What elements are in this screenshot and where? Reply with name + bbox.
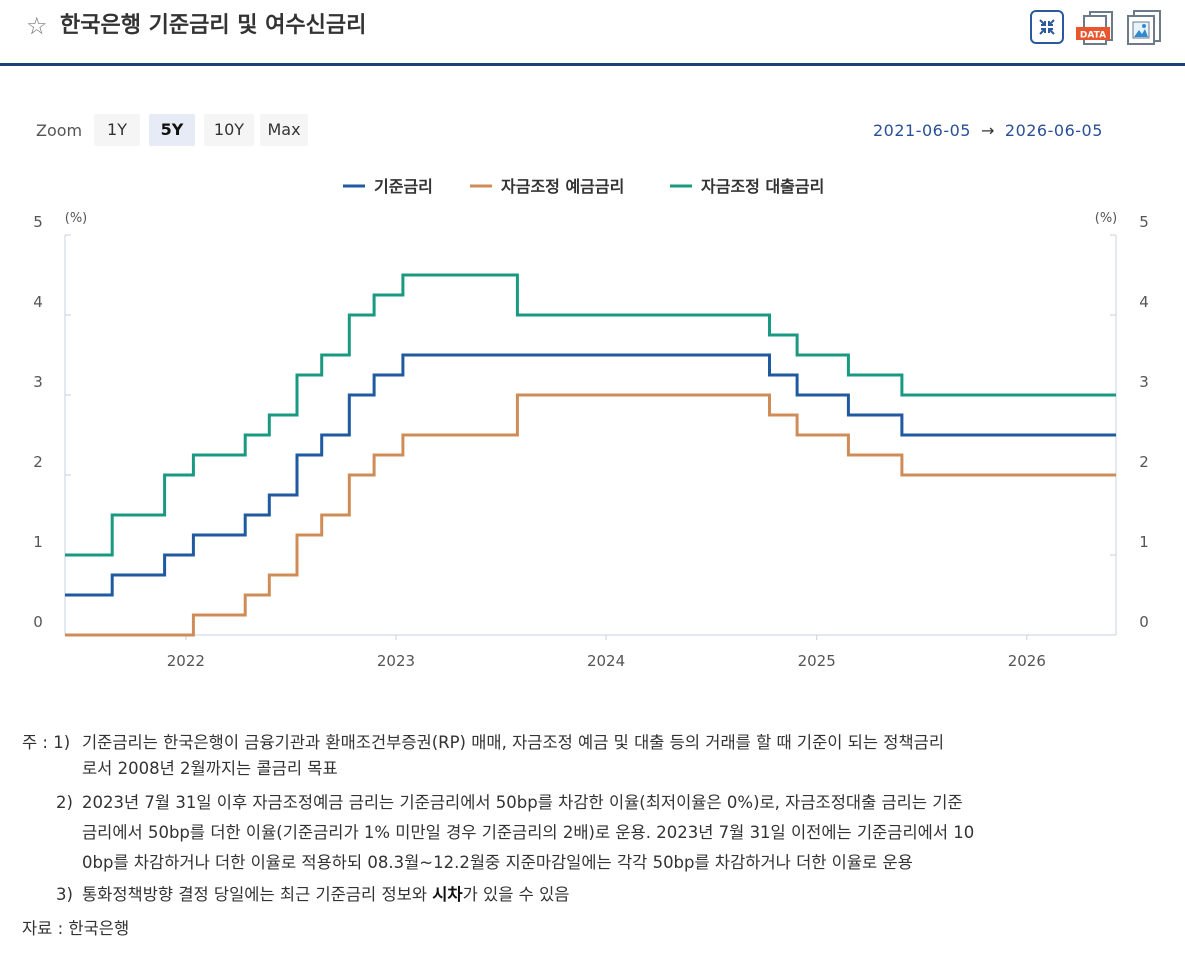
star-outline-icon[interactable]: ☆ xyxy=(26,12,48,40)
source-note: 자료 : 한국은행 xyxy=(22,919,130,938)
y-tick-label-left: 3 xyxy=(33,373,43,391)
y-tick-label-left: 5 xyxy=(33,213,43,231)
collapse-button[interactable] xyxy=(1030,10,1064,44)
header: ☆ 한국은행 기준금리 및 여수신금리 DATA xyxy=(0,0,1185,66)
rate-chart: 0 0 1 1 2 2 3 3 4 4 5 5 (%) (%) 2022 2023 2024 2025 2026 기준… xyxy=(33,177,1149,670)
range-to[interactable]: 2026-06-05 xyxy=(1004,121,1103,140)
y-unit-label-right: (%) xyxy=(1095,211,1118,226)
zoom-10y-button[interactable]: 10Y xyxy=(204,114,254,146)
y-tick-label-right: 3 xyxy=(1139,373,1149,391)
note-2-line-1: 2023년 7월 31일 이후 자금조정예금 금리는 기준금리에서 50bp를 … xyxy=(82,793,963,812)
note-1-prefix: 주 : 1) xyxy=(22,733,71,752)
collapse-icon xyxy=(1032,12,1062,42)
y-tick-label-left: 2 xyxy=(33,453,43,471)
y-tick-label-right: 5 xyxy=(1139,213,1149,231)
note-3-text: 통화정책방향 결정 당일에는 최근 기준금리 정보와 시차가 있을 수 있음 xyxy=(82,880,569,909)
zoom-5y-button[interactable]: 5Y xyxy=(149,114,195,146)
legend-base-rate-label: 기준금리 xyxy=(374,177,433,196)
x-tick-label: 2025 xyxy=(798,652,836,670)
loan-rate-line xyxy=(65,273,1116,557)
note-3-text-bold: 시차 xyxy=(432,885,463,904)
range-arrow: → xyxy=(980,121,995,140)
x-tick-label: 2023 xyxy=(377,652,415,670)
note-3-text-b: 가 있을 수 있음 xyxy=(462,885,570,904)
data-file-icon: DATA xyxy=(1076,11,1113,45)
range-from[interactable]: 2021-06-05 xyxy=(873,121,971,140)
zoom-max-button[interactable]: Max xyxy=(260,114,308,146)
y-tick-label-left: 4 xyxy=(33,293,43,311)
note-1-line-1: 기준금리는 한국은행이 금융기관과 환매조건부증권(RP) 매매, 자금조정 예… xyxy=(82,733,945,752)
legend-deposit-rate-label: 자금조정 예금금리 xyxy=(501,177,624,196)
note-1-line-2: 로서 2008년 2월까지는 콜금리 목표 xyxy=(82,759,338,778)
y-tick-label-right: 2 xyxy=(1139,453,1149,471)
y-tick-label-right: 1 xyxy=(1139,533,1149,551)
deposit-rate-line xyxy=(65,393,1116,637)
x-tick-label: 2024 xyxy=(587,652,625,670)
note-2-line-3: 0bp를 차감하거나 더한 이율로 적용하되 08.3월~12.2월중 지준마감… xyxy=(82,853,913,872)
note-2-line-2: 금리에서 50bp를 더한 이율(기준금리가 1% 미만일 경우 기준금리의 2… xyxy=(82,823,975,842)
image-file-icon xyxy=(1127,10,1161,45)
legend-loan-rate-label: 자금조정 대출금리 xyxy=(701,177,824,196)
y-unit-label-left: (%) xyxy=(65,211,88,226)
y-tick-label-right: 4 xyxy=(1139,293,1149,311)
x-tick-label: 2026 xyxy=(1008,652,1046,670)
note-3-text-a: 통화정책방향 결정 당일에는 최근 기준금리 정보와 xyxy=(82,885,433,904)
data-badge-text: DATA xyxy=(1080,31,1106,41)
y-tick-label-right: 0 xyxy=(1139,613,1149,631)
zoom-1y-button[interactable]: 1Y xyxy=(94,114,140,146)
note-3-prefix: 3) xyxy=(56,885,73,904)
zoom-label: Zoom xyxy=(36,121,83,140)
y-tick-label-left: 0 xyxy=(33,613,43,631)
page-title: 한국은행 기준금리 및 여수신금리 xyxy=(60,13,367,38)
image-download-button[interactable] xyxy=(1126,10,1161,45)
date-range: 2021-06-05 → 2026-06-05 xyxy=(873,121,1103,140)
data-download-button[interactable]: DATA xyxy=(1076,10,1113,45)
base-rate-line xyxy=(65,353,1116,597)
note-2-prefix: 2) xyxy=(56,793,73,812)
y-tick-label-left: 1 xyxy=(33,533,43,551)
x-tick-label: 2022 xyxy=(167,652,205,670)
